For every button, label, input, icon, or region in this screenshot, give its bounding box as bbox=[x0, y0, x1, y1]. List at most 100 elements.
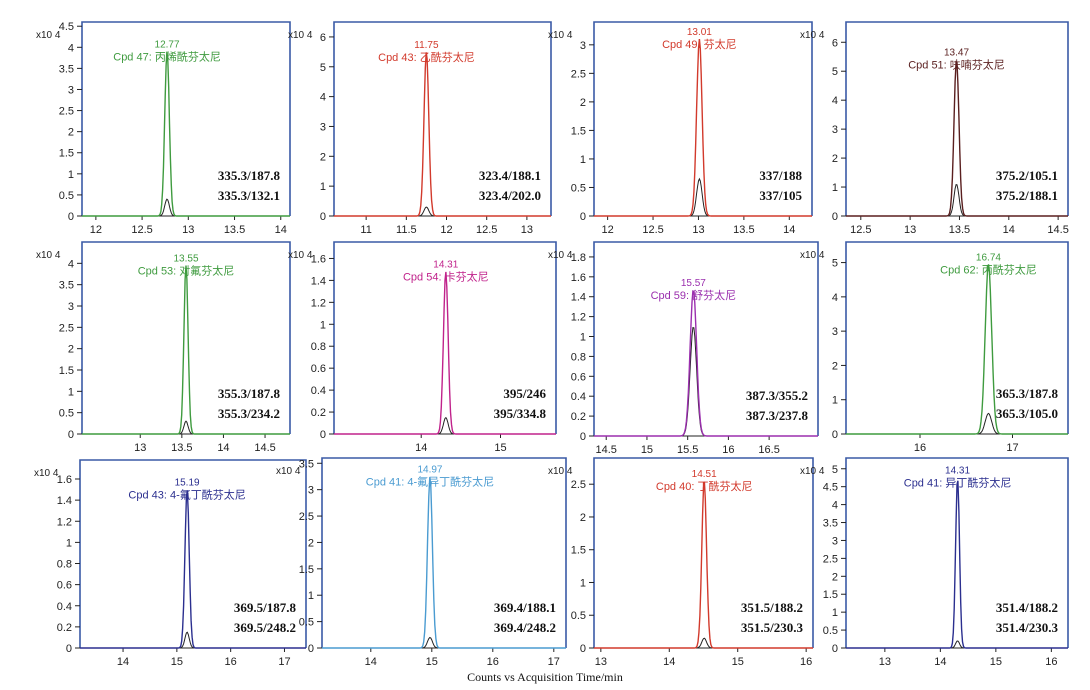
scale-label: x10 4 bbox=[36, 30, 61, 41]
y-tick-label: 3 bbox=[580, 40, 586, 52]
panel-frame bbox=[593, 241, 819, 436]
y-tick-label: 1.4 bbox=[311, 275, 326, 287]
y-tick-label: 2 bbox=[68, 127, 74, 139]
x-tick-label: 14 bbox=[275, 224, 287, 236]
y-tick-label: 0.5 bbox=[59, 408, 74, 420]
compound-label: Cpd 47: 丙烯酰芬太尼 bbox=[113, 50, 221, 64]
x-tick-label: 14.5 bbox=[254, 442, 275, 454]
retention-time-label: 14.31 bbox=[945, 466, 970, 477]
x-tick-label: 13 bbox=[521, 224, 533, 236]
transition-label: 369.5/248.2 bbox=[234, 620, 296, 635]
y-tick-label: 0.4 bbox=[571, 391, 586, 403]
y-tick-label: 2 bbox=[832, 571, 838, 583]
y-tick-label: 1.5 bbox=[59, 365, 74, 377]
transition-label: 337/105 bbox=[759, 188, 802, 203]
y-tick-label: 2 bbox=[580, 512, 586, 524]
x-tick-label: 14 bbox=[934, 656, 946, 668]
y-tick-label: 1.2 bbox=[311, 297, 326, 309]
x-tick-label: 13 bbox=[182, 224, 194, 236]
chart-panel: x10 4 0 0.2 0.4 0.6 0.8 1 1.2 1.4 1.6 14 15 14.31Cpd… bbox=[288, 241, 557, 454]
x-tick-label: 12 bbox=[90, 224, 102, 236]
y-tick-label: 0.6 bbox=[57, 580, 72, 592]
retention-time-label: 15.19 bbox=[175, 478, 200, 489]
compound-label: Cpd 40: 丁酰芬太尼 bbox=[656, 479, 753, 493]
y-tick-label: 0 bbox=[308, 643, 314, 655]
y-tick-label: 2 bbox=[832, 360, 838, 372]
y-tick-label: 1 bbox=[832, 182, 838, 194]
x-tick-label: 13.5 bbox=[171, 442, 192, 454]
y-tick-label: 0 bbox=[320, 429, 326, 441]
chart-panel: x10 4 0 0.5 1 1.5 2 2.5 3 12 12.5 13 13.5 14 13.01Cpd… bbox=[548, 21, 813, 236]
y-tick-label: 0.4 bbox=[311, 385, 326, 397]
transition-label: 395/246 bbox=[503, 386, 546, 401]
x-tick-label: 15 bbox=[641, 444, 653, 456]
secondary-trace bbox=[82, 420, 290, 435]
y-tick-label: 2 bbox=[832, 153, 838, 165]
x-tick-label: 13.5 bbox=[949, 224, 970, 236]
x-tick-label: 11 bbox=[360, 224, 371, 236]
compound-label: Cpd 49: 芬太尼 bbox=[662, 38, 737, 51]
y-tick-label: 3 bbox=[68, 84, 74, 96]
retention-time-label: 13.55 bbox=[173, 253, 198, 264]
panel-frame bbox=[593, 21, 813, 216]
x-tick-label: 13 bbox=[134, 442, 146, 454]
x-tick-label: 13 bbox=[595, 656, 607, 668]
x-tick-label: 14.5 bbox=[596, 444, 617, 456]
y-tick-label: 0.8 bbox=[311, 341, 326, 353]
retention-time-label: 14.97 bbox=[417, 464, 442, 475]
primary-trace bbox=[82, 51, 290, 217]
compound-label: Cpd 41: 4-氟异丁酰芬太尼 bbox=[366, 474, 494, 488]
y-tick-label: 1.5 bbox=[571, 545, 586, 557]
primary-trace bbox=[594, 39, 812, 217]
compound-label: Cpd 41: 异丁酰芬太尼 bbox=[904, 476, 1012, 490]
primary-trace bbox=[334, 52, 551, 217]
secondary-trace bbox=[322, 636, 566, 649]
y-tick-label: 2.5 bbox=[299, 511, 314, 523]
transition-label: 387.3/355.2 bbox=[746, 388, 808, 403]
x-tick-label: 12.5 bbox=[131, 224, 152, 236]
transition-label: 375.2/188.1 bbox=[996, 188, 1058, 203]
primary-trace bbox=[80, 490, 306, 649]
x-tick-label: 16 bbox=[800, 656, 812, 668]
y-tick-label: 0 bbox=[580, 431, 586, 443]
transition-label: 365.3/187.8 bbox=[996, 386, 1059, 401]
y-tick-label: 3.5 bbox=[299, 458, 314, 470]
x-tick-label: 15 bbox=[732, 656, 744, 668]
y-tick-label: 0.5 bbox=[571, 182, 586, 194]
scale-label: x10 4 bbox=[800, 466, 825, 477]
x-tick-label: 15 bbox=[990, 656, 1002, 668]
y-tick-label: 4 bbox=[320, 92, 326, 104]
y-tick-label: 4 bbox=[832, 95, 838, 107]
secondary-trace bbox=[594, 637, 813, 649]
transition-label: 369.4/248.2 bbox=[494, 620, 556, 635]
y-tick-label: 2 bbox=[580, 97, 586, 109]
compound-label: Cpd 43: 乙酰芬太尼 bbox=[378, 50, 475, 64]
y-tick-label: 1 bbox=[320, 181, 326, 193]
primary-trace bbox=[594, 290, 818, 437]
scale-label: x10 4 bbox=[288, 250, 313, 261]
x-tick-label: 13 bbox=[692, 224, 704, 236]
y-tick-label: 0 bbox=[320, 211, 326, 223]
y-tick-label: 1.5 bbox=[59, 148, 74, 160]
panel-frame bbox=[333, 241, 557, 434]
x-tick-label: 17 bbox=[278, 656, 290, 668]
chart-panel: x10 4 0 0.5 1 1.5 2 2.5 3 3.5 4 4.5 5 13 14 15 16 14.31C… bbox=[800, 457, 1069, 668]
y-tick-label: 5 bbox=[832, 464, 838, 476]
y-tick-label: 4 bbox=[68, 258, 74, 270]
transition-label: 365.3/105.0 bbox=[996, 406, 1058, 421]
transition-label: 351.5/188.2 bbox=[741, 600, 803, 615]
y-tick-label: 1.6 bbox=[571, 272, 586, 284]
y-tick-label: 1 bbox=[832, 607, 838, 619]
retention-time-label: 13.47 bbox=[944, 48, 969, 59]
y-tick-label: 0.8 bbox=[57, 559, 72, 571]
x-tick-label: 14 bbox=[365, 656, 377, 668]
x-tick-label: 17 bbox=[548, 656, 560, 668]
y-tick-label: 0.2 bbox=[57, 622, 72, 634]
y-tick-label: 3 bbox=[320, 121, 326, 133]
panel-frame bbox=[845, 241, 1069, 434]
chart-panel: x10 4 0 0.5 1 1.5 2 2.5 3 3.5 4 13 13.5 14 14.5 13.55C… bbox=[36, 241, 291, 454]
y-tick-label: 4 bbox=[832, 500, 838, 512]
y-tick-label: 0 bbox=[832, 429, 838, 441]
